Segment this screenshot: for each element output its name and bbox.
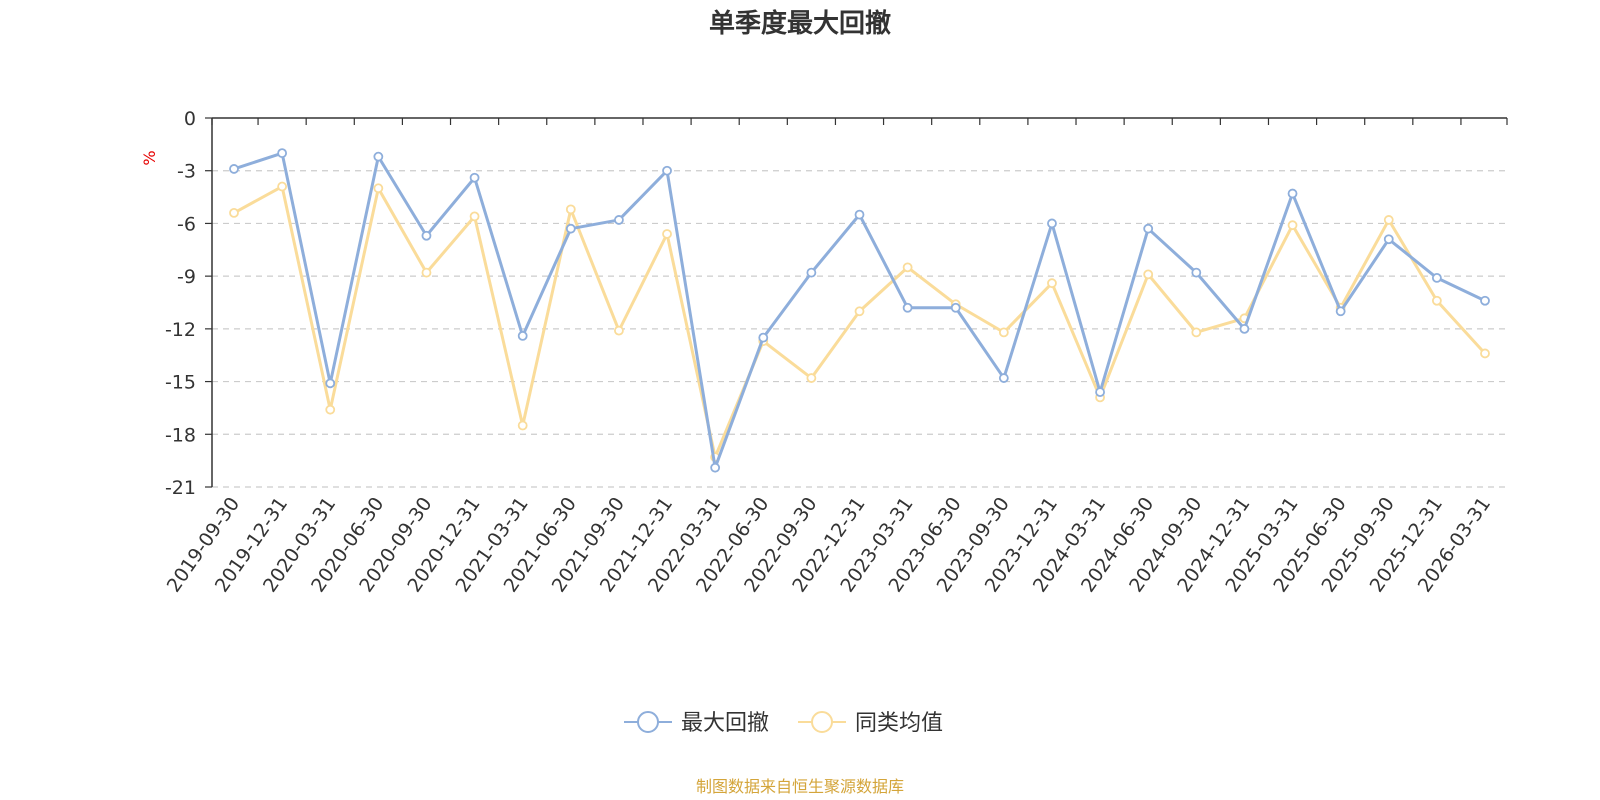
- data-point: [517, 420, 528, 431]
- data-point: [998, 373, 1009, 383]
- data-point: [998, 327, 1009, 338]
- data-point: [517, 330, 528, 341]
- data-point: [1287, 220, 1298, 231]
- y-axis-ticks: 0 -3 -6 -9 -12 -15 -18 -21: [165, 108, 212, 499]
- data-point: [229, 164, 239, 174]
- legend: 最大回撤 同类均值: [624, 711, 943, 736]
- legend-marker: [811, 711, 833, 733]
- data-point: [854, 306, 865, 317]
- data-point: [421, 230, 432, 241]
- data-point: [277, 148, 288, 159]
- y-tick-label: -15: [165, 372, 196, 394]
- data-point: [1480, 295, 1490, 306]
- data-point: [806, 373, 817, 383]
- y-tick-label: 0: [184, 108, 196, 130]
- data-point: [902, 262, 913, 273]
- data-point: [469, 172, 480, 183]
- data-point: [373, 151, 384, 162]
- legend-label: 同类均值: [855, 711, 943, 736]
- data-point: [1335, 306, 1346, 317]
- data-point: [1191, 267, 1202, 278]
- data-point: [902, 302, 913, 313]
- legend-marker: [637, 711, 659, 733]
- data-point: [1383, 215, 1394, 225]
- legend-item-1[interactable]: 最大回撤: [624, 711, 769, 736]
- data-point: [1095, 387, 1105, 398]
- data-point: [1431, 295, 1442, 306]
- y-axis-unit-label: %: [140, 150, 159, 165]
- data-point: [421, 267, 432, 278]
- axes: [211, 117, 1507, 487]
- y-tick-label: -6: [177, 213, 196, 235]
- data-point: [469, 211, 480, 222]
- data-point: [614, 325, 624, 336]
- data-point: [325, 404, 336, 415]
- data-point: [710, 462, 721, 473]
- source-note: 制图数据来自恒生聚源数据库: [696, 777, 904, 796]
- y-tick-label: -3: [177, 161, 196, 183]
- data-point: [229, 207, 239, 218]
- data-point: [806, 267, 817, 278]
- y-tick-label: -12: [165, 319, 196, 341]
- data-point: [1480, 348, 1490, 359]
- data-point: [662, 229, 672, 239]
- data-point: [1287, 188, 1298, 199]
- data-point: [1143, 269, 1154, 280]
- data-point: [614, 215, 624, 225]
- y-tick-label: -21: [165, 477, 196, 499]
- data-point: [565, 204, 576, 215]
- legend-item-2[interactable]: 同类均值: [798, 711, 943, 736]
- series-1: [229, 148, 1490, 473]
- series-lines: [229, 148, 1490, 473]
- data-point: [1239, 323, 1250, 334]
- data-point: [662, 165, 672, 176]
- data-point: [758, 332, 769, 343]
- legend-label: 最大回撤: [681, 711, 769, 736]
- data-point: [1047, 278, 1057, 289]
- data-point: [565, 223, 576, 234]
- data-point: [950, 302, 961, 313]
- data-point: [373, 183, 384, 194]
- series-2: [229, 181, 1490, 463]
- data-point: [1431, 272, 1442, 283]
- chart-title: 单季度最大回撤: [709, 8, 891, 39]
- data-point: [1143, 223, 1154, 234]
- y-tick-label: -9: [177, 266, 196, 288]
- data-point: [1047, 218, 1057, 229]
- data-point: [277, 181, 288, 192]
- data-point: [1191, 327, 1202, 338]
- data-point: [325, 378, 336, 389]
- x-axis-ticks: 2019-09-302019-12-312020-03-312020-06-30…: [163, 118, 1508, 596]
- data-point: [1383, 234, 1394, 245]
- data-point: [854, 209, 865, 220]
- y-tick-label: -18: [165, 424, 196, 446]
